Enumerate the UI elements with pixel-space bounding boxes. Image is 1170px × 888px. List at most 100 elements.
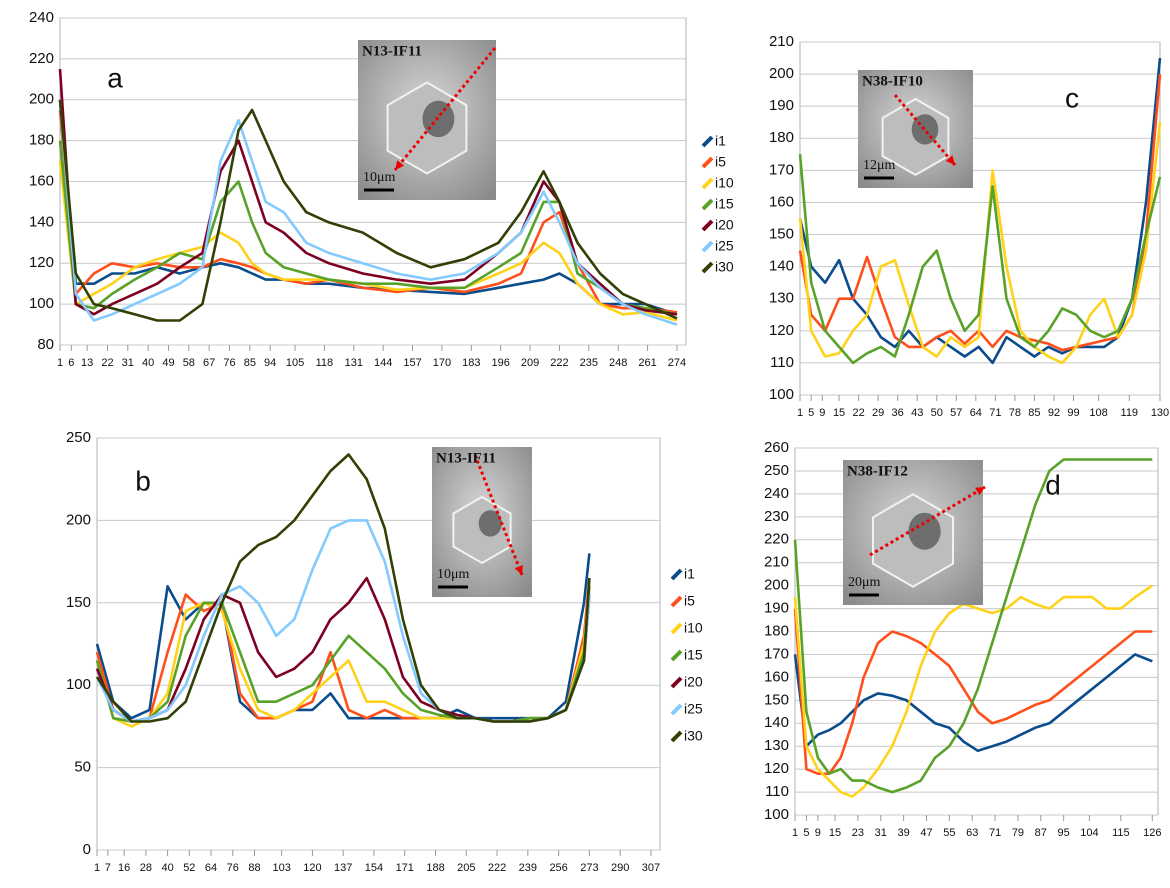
y-tick-label: 220	[29, 50, 54, 67]
data-line	[793, 458, 1153, 794]
x-tick-label: 31	[122, 357, 134, 369]
legend-swatch	[670, 676, 683, 689]
y-tick-label: 140	[29, 213, 54, 230]
y-tick-label: 200	[66, 511, 91, 528]
x-tick-label: 115	[1112, 827, 1130, 839]
x-tick-label: 157	[403, 357, 421, 369]
scale-label: 20μm	[848, 575, 881, 590]
y-tick-label: 120	[764, 760, 789, 777]
y-tick-label: 120	[769, 322, 794, 339]
y-tick-label: 200	[769, 65, 794, 82]
x-tick-label: 144	[374, 357, 392, 369]
x-tick-label: 273	[580, 862, 598, 874]
legend-label: i5	[715, 154, 726, 170]
x-tick-label: 71	[989, 407, 1001, 419]
scale-label: 10μm	[363, 170, 396, 185]
x-tick-label: 13	[81, 357, 93, 369]
y-tick-label: 150	[764, 691, 789, 708]
data-line	[58, 160, 678, 322]
y-tick-label: 260	[764, 439, 789, 456]
inclusion-bubble	[908, 512, 941, 550]
x-tick-label: 154	[365, 862, 383, 874]
x-tick-label: 67	[203, 357, 215, 369]
x-tick-label: 118	[316, 357, 334, 369]
x-tick-label: 58	[183, 357, 195, 369]
legend-label: i15	[684, 647, 703, 663]
data-line	[95, 553, 591, 720]
x-tick-label: 99	[1067, 407, 1079, 419]
y-tick-label: 150	[66, 594, 91, 611]
x-tick-label: 188	[426, 862, 444, 874]
y-tick-label: 100	[66, 676, 91, 693]
x-tick-label: 5	[808, 407, 814, 419]
x-tick-label: 15	[829, 827, 841, 839]
profile-arrow	[869, 485, 986, 557]
y-tick-label: 180	[29, 132, 54, 149]
panel-letter: d	[1045, 469, 1061, 500]
arrow-head	[395, 160, 405, 170]
legend-swatch	[701, 219, 714, 232]
x-tick-label: 63	[966, 827, 978, 839]
x-tick-label: 31	[875, 827, 887, 839]
inset-label: N13-IF11	[436, 450, 496, 466]
y-tick-label: 240	[29, 9, 54, 26]
data-line	[798, 57, 1162, 365]
y-tick-label: 170	[769, 161, 794, 178]
legend-label: i15	[715, 196, 734, 212]
data-line	[95, 453, 591, 723]
panel-letter: b	[135, 465, 151, 496]
y-tick-label: 160	[764, 668, 789, 685]
x-tick-label: 1	[57, 357, 63, 369]
y-tick-label: 130	[769, 290, 794, 307]
y-tick-label: 110	[765, 783, 789, 800]
profile-arrow	[393, 47, 497, 171]
x-tick-label: 16	[118, 862, 130, 874]
scale-label: 12μm	[863, 158, 896, 173]
scale-label: 10μm	[437, 567, 470, 582]
x-tick-label: 49	[162, 357, 174, 369]
inset-label: N38-IF12	[847, 463, 908, 479]
x-tick-label: 290	[611, 862, 629, 874]
panel-letter: a	[107, 62, 123, 93]
legend-label: i25	[684, 701, 703, 717]
x-tick-label: 43	[911, 407, 923, 419]
data-line	[793, 653, 1153, 753]
y-tick-label: 80	[37, 336, 54, 353]
x-tick-label: 40	[161, 862, 173, 874]
x-tick-label: 119	[1121, 407, 1139, 419]
x-tick-label: 87	[1035, 827, 1047, 839]
x-tick-label: 76	[227, 862, 239, 874]
x-tick-label: 235	[580, 357, 598, 369]
y-tick-label: 150	[769, 226, 794, 243]
y-tick-label: 160	[29, 172, 54, 189]
legend-swatch	[701, 198, 714, 211]
x-tick-label: 256	[549, 862, 567, 874]
x-tick-label: 9	[819, 407, 825, 419]
x-tick-label: 222	[488, 862, 506, 874]
legend-swatch	[670, 730, 683, 743]
inset-label: N13-IF11	[362, 43, 422, 59]
inclusion-bubble	[478, 510, 502, 537]
x-tick-label: 5	[803, 827, 809, 839]
x-tick-label: 40	[142, 357, 154, 369]
legend-label: i25	[715, 238, 734, 254]
y-tick-label: 180	[769, 129, 794, 146]
x-tick-label: 183	[462, 357, 480, 369]
y-tick-label: 140	[769, 258, 794, 275]
y-tick-label: 240	[764, 485, 789, 502]
x-tick-label: 71	[989, 827, 1001, 839]
legend-swatch	[701, 156, 714, 169]
x-tick-label: 209	[521, 357, 539, 369]
x-tick-label: 52	[183, 862, 195, 874]
y-tick-label: 210	[769, 33, 794, 50]
x-tick-label: 85	[244, 357, 256, 369]
x-tick-label: 6	[68, 357, 74, 369]
panel-letter: c	[1065, 82, 1079, 113]
x-tick-label: 23	[852, 827, 864, 839]
x-tick-label: 55	[943, 827, 955, 839]
x-tick-label: 1	[94, 862, 100, 874]
x-tick-label: 1	[797, 407, 803, 419]
legend-swatch	[670, 703, 683, 716]
x-tick-label: 307	[642, 862, 660, 874]
